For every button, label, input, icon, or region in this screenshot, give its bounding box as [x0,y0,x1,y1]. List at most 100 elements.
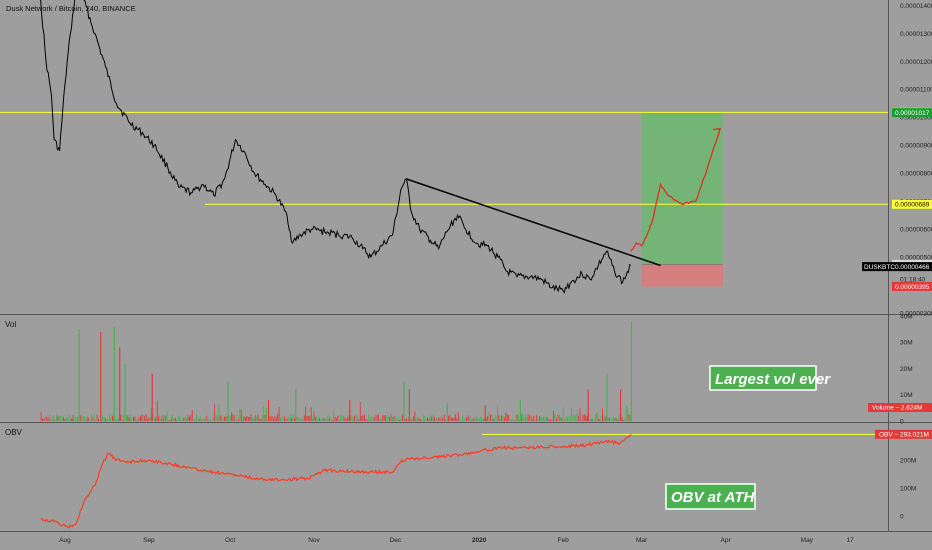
volume-bar [418,417,420,421]
volume-bar [532,419,533,421]
volume-bar [616,417,617,421]
volume-bar [569,416,571,421]
volume-spike-bar [113,326,115,421]
volume-bar [74,419,76,421]
volume-bar [215,414,217,421]
volume-bar [243,416,245,421]
volume-bar [530,415,532,421]
volume-bar [298,418,300,421]
volume-bar [191,410,193,421]
volume-bar [396,418,398,421]
volume-bar [448,415,449,421]
price-tag: 0.00000395 [892,281,932,291]
volume-bar [133,416,134,421]
volume-pane-label: Vol [5,320,16,329]
volume-bar [173,419,175,421]
volume-bar [326,418,328,421]
volume-bar [624,418,626,421]
volume-bar [617,419,619,421]
volume-bar [263,406,265,421]
volume-bar [114,419,116,421]
volume-bar [42,418,43,421]
volume-bar [432,414,434,421]
volume-bar [399,419,400,421]
volume-bar [319,418,321,421]
volume-bar [58,415,60,421]
volume-bar [121,419,123,421]
volume-bar [166,410,168,421]
time-tick-label: Aug [59,537,71,544]
obv-pane-label: OBV [5,428,23,437]
volume-bar [252,417,253,421]
volume-bar [586,416,588,421]
volume-bar [245,417,246,421]
volume-bar [504,417,505,421]
volume-bar [476,416,477,421]
price-tag-label: 0.00001017 [895,110,930,117]
volume-bar [562,407,564,421]
volume-bar [359,402,361,421]
volume-bar [488,411,490,421]
volume-bar [81,414,83,421]
price-tick-label: 0.00001100 [900,87,932,94]
volume-bar [257,414,259,421]
volume-bar [201,419,203,421]
volume-bar [182,419,183,421]
volume-bar [344,417,346,421]
volume-bar [546,416,547,421]
volume-bar [592,418,594,421]
volume-bar [557,414,559,421]
volume-bar [512,418,514,421]
volume-bar [163,415,165,421]
volume-bar [196,414,197,421]
largest-vol-annotation-text: Largest vol ever [715,371,831,388]
volume-bar [435,417,437,421]
volume-bar [407,418,409,421]
volume-bar [249,417,251,421]
volume-spike-bar [587,389,589,421]
volume-bar [102,415,104,421]
volume-bar [614,417,616,421]
volume-bar [49,415,50,421]
volume-bar [175,417,176,421]
volume-bar [205,416,207,421]
volume-bar [152,414,154,421]
volume-bar [480,416,482,421]
volume-bar [211,419,213,421]
volume-spike-bar [78,329,80,421]
time-tick-label: Oct [225,537,235,544]
volume-bar [340,414,342,421]
volume-bar [420,419,421,421]
volume-tick-label: 0 [900,418,904,425]
time-tick-label: 17 [846,537,854,544]
volume-bar [60,416,62,421]
volume-bar [541,417,543,421]
volume-bar [299,417,301,421]
volume-spike-bar [349,400,351,421]
volume-bar [494,418,496,421]
volume-bar [53,415,55,421]
volume-bar [294,418,295,421]
volume-bar [71,418,73,421]
volume-bar [207,415,209,421]
volume-bar [137,419,139,421]
volume-bar [585,415,587,421]
countdown-label: 01:18:40 [900,277,926,284]
projection-arrowhead [713,127,722,136]
volume-bar [438,417,440,421]
volume-bar [382,415,384,421]
volume-bar [254,415,256,421]
volume-bar [323,418,325,421]
volume-bar [148,417,150,421]
volume-bar [70,418,71,421]
volume-spike-bar [151,373,153,422]
volume-bar [176,419,178,421]
volume-bar [611,416,613,421]
volume-bar [165,416,167,421]
volume-bar [421,419,423,421]
volume-bar [417,416,419,421]
volume-bar [362,415,364,421]
volume-bar [533,416,535,421]
volume-bar [439,418,441,421]
